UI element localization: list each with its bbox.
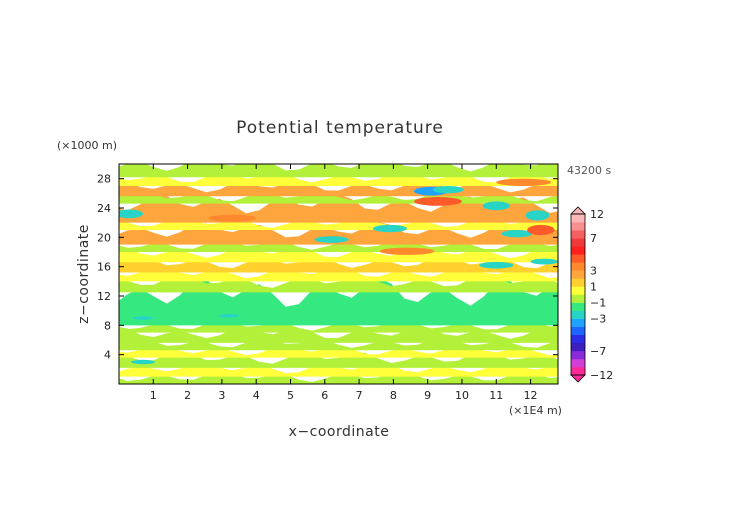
heatmap-band <box>119 351 558 368</box>
colorbar-swatch <box>571 286 585 295</box>
colorbar-swatch <box>571 238 585 247</box>
y-unit-label: (×1000 m) <box>57 139 117 152</box>
x-tick-label: 10 <box>455 389 469 402</box>
heatmap-cell <box>131 359 156 365</box>
heatmap-cell <box>208 214 257 222</box>
x-tick-label: 8 <box>390 389 397 402</box>
colorbar: 12 7 3 1 −1 −3 −7 −12 <box>570 206 613 383</box>
x-axis: 1 2 3 4 5 6 7 8 9 10 11 12 <box>150 164 538 402</box>
x-tick-label: 11 <box>489 389 503 402</box>
y-axis-label: z−coordinate <box>76 224 92 324</box>
heatmap-cell <box>527 224 555 236</box>
colorbar-swatch <box>571 222 585 231</box>
colorbar-label: −12 <box>590 369 613 382</box>
colorbar-swatch <box>571 230 585 239</box>
x-axis-label: x−coordinate <box>289 424 390 440</box>
plot-frame <box>118 163 559 385</box>
y-tick-label: 28 <box>97 173 111 186</box>
colorbar-swatch <box>571 254 585 263</box>
x-tick-label: 1 <box>150 389 157 402</box>
x-tick-label: 2 <box>184 389 191 402</box>
y-tick-label: 8 <box>104 319 111 332</box>
heatmap-band <box>119 362 558 377</box>
heatmap-cell <box>432 186 464 194</box>
heatmap-cell <box>501 230 533 238</box>
heatmap-band <box>119 221 558 245</box>
time-label: 43200 s <box>567 164 611 177</box>
x-unit-label: (×1E4 m) <box>509 404 562 417</box>
heatmap-band <box>119 217 558 230</box>
heatmap-cell <box>496 178 552 186</box>
colorbar-swatch <box>571 214 585 223</box>
x-tick-label: 4 <box>253 389 260 402</box>
colorbar-swatch <box>571 318 585 327</box>
heatmap-band <box>119 326 558 343</box>
colorbar-label: −3 <box>590 313 606 326</box>
y-axis: 4 8 12 16 20 24 28 <box>97 173 558 362</box>
heatmap-cell <box>413 197 462 206</box>
heatmap-band <box>119 274 558 293</box>
y-tick-label: 4 <box>104 349 111 362</box>
heatmap-band <box>119 345 558 358</box>
heatmap-band <box>119 277 558 326</box>
heatmap-cell <box>379 247 435 255</box>
x-tick-label: 6 <box>321 389 328 402</box>
x-tick-label: 9 <box>424 389 431 402</box>
heatmap-band <box>119 245 558 263</box>
y-tick-label: 12 <box>97 290 111 303</box>
heatmap-band <box>119 267 558 282</box>
heatmap-cell <box>479 261 514 269</box>
heatmap-cell <box>530 258 558 265</box>
x-tick-label: 5 <box>287 389 294 402</box>
colorbar-label: 1 <box>590 280 597 293</box>
colorbar-frame <box>570 213 586 376</box>
y-tick-label: 20 <box>97 231 111 244</box>
colorbar-swatch <box>571 302 585 311</box>
heatmap-cell <box>218 313 240 318</box>
x-tick-label: 12 <box>524 389 538 402</box>
colorbar-label: 3 <box>590 264 597 277</box>
colorbar-label: 12 <box>590 208 604 221</box>
heatmap-cell <box>314 236 349 243</box>
heatmap-field <box>119 164 558 384</box>
colorbar-swatch <box>571 350 585 360</box>
colorbar-swatch <box>571 270 585 279</box>
colorbar-swatch <box>571 366 585 376</box>
y-tick-label: 24 <box>97 202 111 215</box>
colorbar-label: −1 <box>590 297 606 310</box>
y-tick-label: 16 <box>97 261 111 274</box>
chart-title: Potential temperature <box>236 118 444 138</box>
colorbar-swatch <box>571 342 585 352</box>
colorbar-label: 7 <box>590 232 597 245</box>
heatmap-cell <box>132 316 154 320</box>
x-tick-label: 7 <box>356 389 363 402</box>
colorbar-swatch <box>571 262 585 271</box>
colorbar-swatch <box>571 334 585 344</box>
colorbar-swatch <box>571 326 585 336</box>
heatmap-cell <box>525 210 550 221</box>
colorbar-swatch <box>571 294 585 303</box>
heatmap-cell <box>119 209 144 219</box>
colorbar-extend-min <box>570 374 586 383</box>
colorbar-label: −7 <box>590 345 606 358</box>
heatmap-cell <box>482 201 510 211</box>
colorbar-swatch <box>571 246 585 255</box>
heatmap-cell <box>372 224 408 233</box>
colorbar-swatch <box>571 310 585 319</box>
heatmap-band <box>119 164 558 178</box>
colorbar-swatch <box>571 358 585 368</box>
colorbar-extend-max <box>570 206 586 215</box>
x-tick-label: 3 <box>218 389 225 402</box>
colorbar-swatch <box>571 278 585 287</box>
